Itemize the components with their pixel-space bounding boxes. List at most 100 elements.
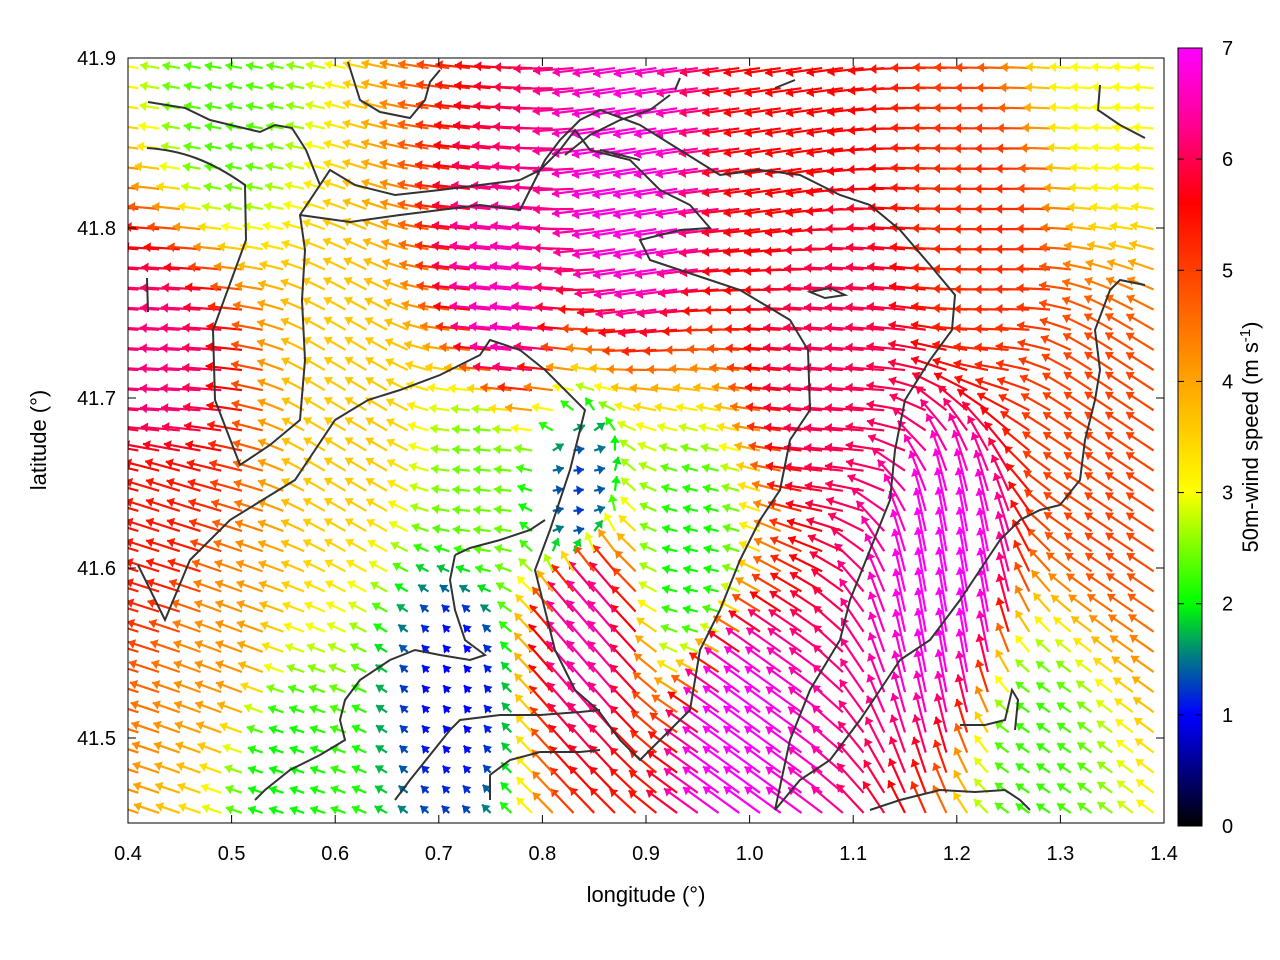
wind-arrow <box>1056 802 1072 814</box>
wind-arrow-head <box>913 670 923 679</box>
wind-arrow-head <box>1091 636 1101 645</box>
wind-arrow-head <box>351 784 361 795</box>
wind-arrow-shaft <box>978 610 989 653</box>
wind-arrow <box>723 684 761 714</box>
wind-arrow-head <box>119 323 126 333</box>
wind-arrow-head <box>995 742 1004 751</box>
wind-arrow <box>994 675 1010 693</box>
wind-arrow-head <box>514 632 523 642</box>
wind-arrow-head <box>1036 803 1046 812</box>
wind-arrow-shaft <box>682 686 720 714</box>
wind-arrow-head <box>398 624 407 633</box>
wind-arrow-head <box>1076 680 1086 690</box>
wind-arrow-shaft <box>682 725 720 754</box>
wind-arrow <box>374 785 388 794</box>
wind-arrow <box>397 623 409 633</box>
wind-arrow <box>246 724 264 734</box>
wind-arrow <box>482 764 492 774</box>
wind-arrow <box>173 639 201 653</box>
wind-arrow <box>974 659 989 693</box>
wind-arrow <box>1096 720 1113 734</box>
wind-arrow-head <box>1110 635 1119 644</box>
wind-arrow-head <box>112 802 120 812</box>
wind-arrow-head <box>422 725 431 735</box>
wind-arrow <box>200 783 222 794</box>
wind-arrow-head <box>128 618 136 629</box>
wind-arrow <box>588 723 616 754</box>
wind-arrow <box>399 664 409 674</box>
wind-arrow-shaft <box>128 707 139 714</box>
wind-arrow <box>911 714 927 753</box>
wind-arrow-head <box>788 787 797 796</box>
wind-arrow-head <box>703 766 712 775</box>
wind-arrow <box>133 801 160 814</box>
wind-arrow-head <box>651 694 661 704</box>
wind-arrow <box>839 658 865 693</box>
wind-arrow-head <box>994 802 1004 812</box>
wind-arrow <box>532 791 554 814</box>
wind-arrow-shaft <box>743 725 782 754</box>
wind-arrow <box>148 619 181 633</box>
wind-arrow-head <box>421 624 430 634</box>
wind-arrow <box>201 803 222 814</box>
wind-arrow-shaft <box>787 786 823 814</box>
wind-arrow <box>609 643 637 673</box>
wind-arrow <box>529 706 554 734</box>
wind-arrow-head <box>887 780 897 789</box>
wind-arrow <box>954 698 969 733</box>
wind-arrow-head <box>176 761 185 772</box>
wind-arrow-head <box>248 785 257 795</box>
plot-area <box>99 57 1165 824</box>
wind-arrow-head <box>664 748 673 757</box>
wind-arrow <box>215 660 243 674</box>
wind-arrow <box>744 645 782 673</box>
wind-arrow-head <box>172 619 182 629</box>
wind-arrow <box>955 628 969 673</box>
wind-arrow <box>247 785 264 795</box>
wind-arrow-head <box>515 694 524 703</box>
wind-arrow <box>420 784 430 795</box>
wind-arrow-head <box>1015 681 1025 691</box>
wind-arrow-head <box>744 666 754 675</box>
wind-arrow <box>132 761 160 774</box>
wind-arrow-shaft <box>892 671 907 713</box>
wind-arrow-shaft <box>765 766 803 794</box>
wind-arrow-head <box>289 805 298 816</box>
wind-arrow <box>131 740 160 754</box>
wind-arrow-head <box>133 781 142 792</box>
wind-arrow-head <box>864 738 873 748</box>
wind-arrow <box>1015 742 1030 754</box>
wind-arrow-head <box>268 704 277 715</box>
wind-arrow <box>531 770 554 794</box>
wind-arrow-head <box>913 649 924 658</box>
wind-arrow-head <box>111 161 119 171</box>
wind-arrow-head <box>443 685 452 694</box>
wind-arrow <box>530 727 554 754</box>
wind-arrow-head <box>399 765 408 774</box>
wind-arrow <box>646 749 678 774</box>
wind-arrow-head <box>151 659 160 670</box>
wind-arrow <box>973 756 989 774</box>
wind-arrow <box>399 704 409 714</box>
wind-arrow-head <box>99 323 106 333</box>
wind-arrow-head <box>155 802 165 812</box>
wind-arrow-head <box>463 725 473 735</box>
wind-arrow-head <box>310 785 319 795</box>
wind-arrow-head <box>289 745 298 755</box>
wind-arrow-head <box>840 638 850 647</box>
wind-arrow-head <box>1136 779 1145 788</box>
wind-arrow <box>442 704 452 714</box>
wind-arrow <box>501 721 513 734</box>
wind-arrow-head <box>484 705 493 714</box>
wind-arrow-head <box>888 736 898 745</box>
wind-arrow-head <box>838 721 847 731</box>
wind-arrow-head <box>132 761 141 771</box>
wind-arrow-head <box>483 745 493 754</box>
wind-arrow-head <box>225 804 235 815</box>
wind-arrow <box>890 692 907 733</box>
wind-arrow-head <box>1056 682 1066 691</box>
wind-arrow <box>268 745 284 755</box>
wind-arrow <box>723 645 761 673</box>
wind-arrow-head <box>702 705 712 715</box>
wind-arrow-shaft <box>682 786 720 814</box>
